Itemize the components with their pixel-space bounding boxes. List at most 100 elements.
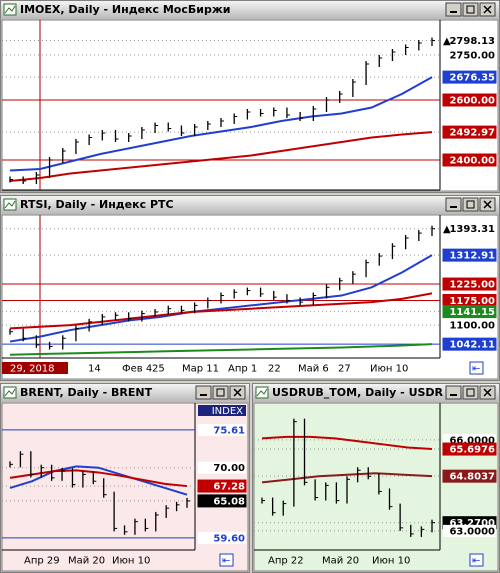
price-label-box	[442, 305, 497, 319]
window-max-button[interactable]	[462, 197, 479, 212]
window-min-button[interactable]	[445, 197, 462, 212]
chart-window: BRENT, Daily - BRENT 75.61 70.00 67.28 65.08…	[0, 383, 250, 573]
x-tick-label: 29, 2018	[10, 364, 55, 375]
price-label-box	[198, 461, 246, 474]
moving-average	[9, 292, 433, 330]
plot-area	[1, 214, 499, 380]
x-tick-label: Май 20	[68, 556, 105, 567]
window-max-button[interactable]	[212, 385, 229, 400]
moving-average	[9, 343, 433, 356]
price-label: 75.61	[213, 425, 245, 436]
price-label: 1175.00	[449, 296, 495, 307]
x-label-highlight	[2, 362, 68, 374]
price-label: 59.60	[213, 533, 245, 544]
price-label-box	[442, 70, 497, 84]
icon	[233, 388, 242, 397]
price-label-box	[442, 93, 497, 107]
title-bar	[1, 196, 499, 214]
price-label-box	[443, 222, 496, 235]
plot-area	[253, 402, 499, 572]
x-tick-label: Июн 10	[112, 556, 150, 567]
moving-average	[9, 131, 433, 182]
chart-window: RTSI, Daily - Индекс РТС 1393.31▲ 1312.91 1…	[0, 195, 500, 381]
chart-window: IMOEX, Daily - Индекс МосБиржи 2798.13▲ 27…	[0, 0, 500, 193]
icon	[466, 5, 475, 14]
price-marker: ▼	[198, 496, 206, 507]
title-bar	[253, 384, 499, 402]
scroll-button[interactable]	[469, 553, 484, 567]
moving-average	[9, 465, 188, 496]
scroll-icon: ⇤	[222, 556, 230, 567]
price-label: 63.0000	[449, 526, 495, 537]
title-bar	[1, 384, 249, 402]
window-title: BRENT, Daily - BRENT	[20, 386, 153, 399]
index-label: INDEX	[212, 406, 243, 417]
window-icon-graph	[4, 5, 16, 14]
price-label-box	[443, 49, 496, 61]
scroll-button[interactable]	[469, 361, 484, 375]
price-label: 2600.00	[449, 96, 495, 107]
price-label-box	[442, 442, 497, 456]
price-label: 64.8037	[449, 472, 495, 483]
price-label-box	[442, 469, 497, 483]
x-tick-label: Фев 4	[122, 364, 152, 375]
price-label: 2676.35	[449, 73, 495, 84]
price-label: 1141.15	[449, 307, 495, 318]
x-tick-label: Мар 11	[182, 364, 219, 375]
icon	[466, 388, 475, 397]
price-label-box	[443, 34, 496, 47]
x-tick-label: 27	[338, 364, 351, 375]
price-label-box	[197, 494, 247, 508]
price-marker: ▲	[443, 36, 451, 47]
window-icon-graph	[4, 200, 16, 209]
price-label-box	[198, 531, 246, 544]
window-min-button[interactable]	[195, 385, 212, 400]
window-icon-graph	[256, 388, 268, 397]
window-title: IMOEX, Daily - Индекс МосБиржи	[20, 3, 231, 16]
price-label: 2492.97	[449, 128, 495, 139]
title-bar	[1, 1, 499, 19]
window-icon-graph	[4, 388, 16, 397]
x-tick-label: Май 6	[298, 364, 329, 375]
moving-average	[261, 472, 433, 484]
x-tick-label: Апр 1	[228, 364, 257, 375]
x-tick-label: Апр 29	[24, 556, 60, 567]
price-label: 67.28	[213, 482, 245, 493]
price-label: 70.00	[213, 463, 245, 474]
icon	[483, 5, 492, 14]
x-tick-label: Апр 22	[268, 556, 304, 567]
price-label: 1042.11	[449, 340, 495, 351]
price-label: 2400.00	[449, 156, 495, 167]
x-tick-label: 22	[268, 364, 281, 375]
window-max-button[interactable]	[462, 385, 479, 400]
price-label-box	[443, 524, 496, 537]
price-label-box	[197, 479, 247, 493]
icon	[216, 388, 225, 397]
icon	[483, 388, 492, 397]
scroll-button[interactable]	[219, 553, 234, 567]
price-label: 1312.91	[449, 251, 495, 262]
index-box	[198, 405, 246, 416]
price-label-box	[442, 153, 497, 167]
moving-average	[9, 76, 433, 172]
price-label-box	[442, 337, 497, 351]
moving-average	[9, 254, 433, 343]
icon	[466, 200, 475, 209]
window-min-button[interactable]	[445, 385, 462, 400]
window-max-button[interactable]	[462, 2, 479, 17]
icon	[483, 200, 492, 209]
price-label-box	[198, 423, 246, 436]
moving-average	[9, 469, 188, 488]
price-marker: ▲	[443, 224, 451, 235]
price-label-box	[442, 248, 497, 262]
scroll-icon: ⇤	[472, 364, 480, 375]
x-tick-label: Июн 10	[372, 556, 410, 567]
price-label-box	[442, 125, 497, 139]
scroll-icon: ⇤	[472, 556, 480, 567]
window-min-button[interactable]	[445, 2, 462, 17]
price-label: 66.0000	[449, 435, 495, 446]
price-label: 1393.31	[449, 224, 495, 235]
